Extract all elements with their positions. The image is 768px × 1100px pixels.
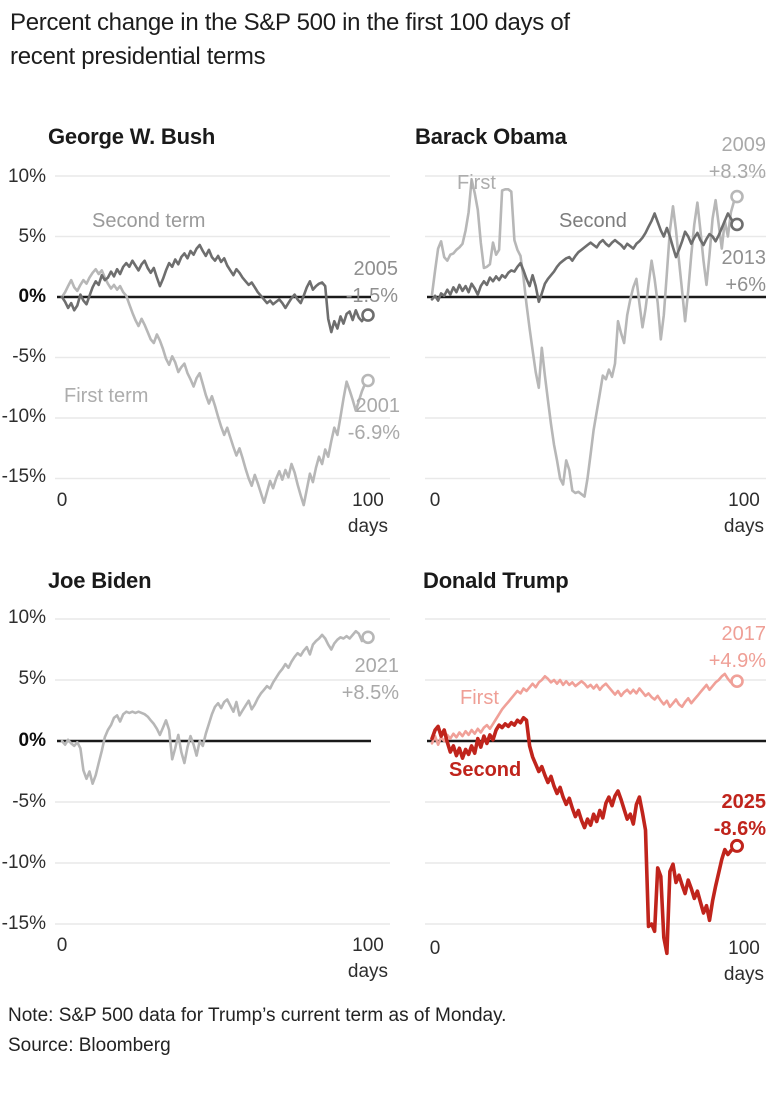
end-label-obama-2013-year: 2013 [721, 247, 767, 269]
xtick-obama-100-days: 100 days [714, 488, 768, 540]
endpoint-george-w-bush-2005 [361, 308, 375, 322]
chart-title-biden: Joe Biden [48, 568, 152, 593]
ytick-biden-10: 10% [7, 607, 46, 628]
end-label-bush-2005-value: -1.5% [345, 285, 398, 307]
ytick-neg15: -15% [1, 466, 46, 487]
ytick-neg10: -10% [1, 406, 46, 427]
line-donald-trump-second [430, 715, 739, 956]
endpoint-donald-trump-2025 [730, 838, 744, 853]
end-label-bush-2005-year: 2005 [353, 258, 399, 280]
ytick-0: 0% [18, 286, 46, 307]
endpoint-barack-obama-2013 [730, 217, 744, 232]
end-label-trump-2017: 2017 +4.9% [696, 621, 766, 675]
page-title: Percent change in the S&P 500 in the fir… [10, 6, 760, 74]
xtick-biden-days: days [347, 961, 389, 982]
line-george-w-bush-second-term [60, 243, 370, 334]
xtick-trump-100-days: 100 days [714, 936, 768, 988]
xtick-biden-100-days: 100 days [338, 933, 398, 985]
end-label-obama-2009-year: 2009 [721, 134, 767, 156]
end-label-obama-2013-value: +6% [725, 274, 766, 296]
line-george-w-bush-first-term [60, 267, 370, 507]
endpoint-george-w-bush-2001 [361, 373, 375, 388]
end-label-obama-2013: 2013 +6% [696, 245, 767, 299]
xtick-bush-0: 0 [56, 490, 68, 511]
ytick-neg5: -5% [12, 346, 46, 367]
end-label-bush-2001-value: -6.9% [347, 422, 400, 444]
end-label-bush-2001: 2001 -6.9% [330, 393, 400, 447]
ytick-biden-5: 5% [18, 668, 46, 689]
chart-title-trump: Donald Trump [423, 568, 569, 593]
xtick-biden-0: 0 [56, 935, 68, 956]
end-label-biden-2021: 2021 +8.5% [329, 653, 399, 707]
end-label-obama-2009: 2009 +8.3% [696, 132, 766, 186]
end-label-trump-2025-value: -8.6% [713, 818, 766, 840]
end-label-trump-2017-value: +4.9% [708, 650, 766, 672]
endpoint-donald-trump-2017 [730, 674, 744, 689]
end-label-bush-2001-year: 2001 [355, 395, 401, 417]
ytick-10: 10% [7, 166, 46, 187]
series-label-obama-first: First [457, 172, 496, 194]
line-joe-biden-2021 [60, 629, 370, 786]
footnote-note: Note: S&P 500 data for Trump’s current t… [8, 1005, 507, 1026]
xtick-obama-0: 0 [429, 490, 441, 511]
page-title-line2: recent presidential terms [10, 43, 266, 70]
ytick-biden-0: 0% [18, 730, 46, 751]
end-label-biden-2021-value: +8.5% [341, 682, 399, 704]
series-label-bush-second: Second term [92, 210, 206, 232]
footnote-source: Source: Bloomberg [8, 1035, 171, 1056]
chart-title-bush: George W. Bush [48, 124, 216, 149]
ytick-5: 5% [18, 226, 46, 247]
end-label-biden-2021-year: 2021 [354, 655, 400, 677]
xtick-biden-100: 100 [352, 935, 384, 956]
xtick-obama-100: 100 [728, 490, 760, 511]
series-label-obama-second: Second [559, 210, 627, 232]
xtick-obama-days: days [723, 516, 765, 537]
line-barack-obama-first [430, 178, 739, 498]
xtick-trump-0: 0 [429, 938, 441, 959]
line-barack-obama-second [430, 212, 739, 304]
endpoint-joe-biden-2021 [361, 630, 375, 645]
ytick-biden-neg10: -10% [1, 852, 46, 873]
endpoint-barack-obama-2009 [730, 189, 744, 204]
xtick-trump-days: days [723, 964, 765, 985]
series-label-trump-first: First [460, 687, 499, 709]
xtick-bush-100: 100 [352, 490, 384, 511]
end-label-trump-2025: 2025 -8.6% [696, 789, 766, 843]
end-label-bush-2005: 2005 -1.5% [328, 256, 398, 310]
line-donald-trump-first [430, 672, 739, 747]
end-label-trump-2017-year: 2017 [721, 623, 767, 645]
ytick-biden-neg5: -5% [12, 791, 46, 812]
xtick-bush-days: days [347, 516, 389, 537]
page-title-line1: Percent change in the S&P 500 in the fir… [10, 9, 570, 36]
footnote: Note: S&P 500 data for Trump’s current t… [8, 1001, 506, 1061]
xtick-trump-100: 100 [728, 938, 760, 959]
chart-title-obama: Barack Obama [415, 124, 567, 149]
xtick-bush-100-days: 100 days [338, 488, 398, 540]
series-label-trump-second: Second [449, 759, 522, 781]
series-label-bush-first: First term [64, 385, 149, 407]
ytick-biden-neg15: -15% [1, 913, 46, 934]
end-label-trump-2025-year: 2025 [721, 791, 767, 813]
end-label-obama-2009-value: +8.3% [708, 161, 766, 183]
